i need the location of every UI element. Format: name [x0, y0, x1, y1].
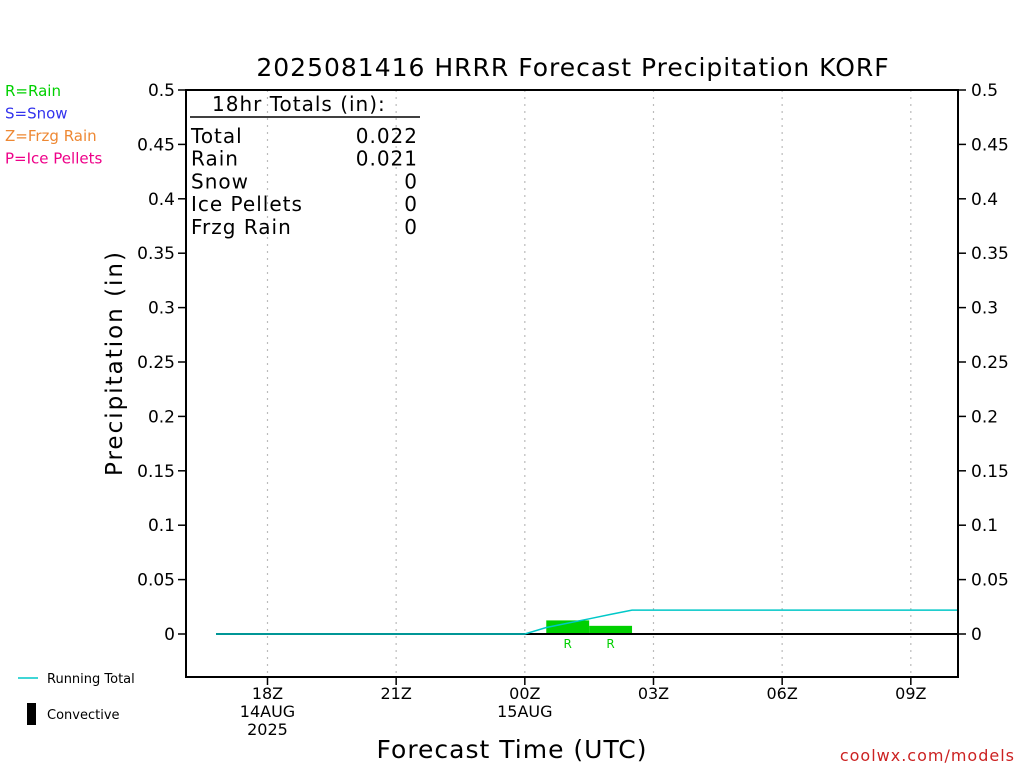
totals-row-label: Rain: [191, 147, 239, 171]
line-legend: Running Total Convective: [18, 672, 135, 725]
totals-row-label: Ice Pellets: [191, 192, 303, 216]
y-axis-left: 0 0.05 0.1 0.15 0.2 0.25 0.3 0.35 0.4 0.45 0.5: [137, 81, 186, 645]
running-total-line: [216, 609, 958, 635]
y-tick-label: 0: [164, 625, 175, 645]
totals-row-value: 0: [404, 215, 418, 239]
x-tick-label: 18Z: [252, 684, 283, 703]
totals-row-label: Frzg Rain: [191, 215, 292, 239]
totals-row-label: Total: [190, 124, 243, 148]
y-tick-label: 0.5: [971, 81, 998, 101]
totals-row-value: 0: [404, 169, 418, 193]
legend-precip-type: S=Snow: [5, 105, 68, 123]
bar-type-label: R: [564, 637, 572, 651]
y-axis-label: Precipitation (in): [102, 250, 128, 476]
legend-block-swatch: [27, 703, 36, 725]
x-tick-label: 14AUG: [240, 702, 295, 721]
totals-box: 18hr Totals (in): Total 0.022 Rain 0.021 Sno…: [190, 92, 420, 239]
totals-row-value: 0: [404, 192, 418, 216]
y-tick-label: 0.4: [148, 190, 175, 210]
y-tick-label: 0.3: [971, 299, 998, 319]
x-tick-label: 09Z: [895, 684, 926, 703]
legend-precip-type: R=Rain: [5, 82, 61, 100]
legend-line-label: Convective: [47, 708, 120, 723]
y-tick-label: 0.3: [148, 299, 175, 319]
totals-row-label: Snow: [191, 169, 249, 193]
y-tick-label: 0.1: [148, 516, 175, 536]
legend-line-label: Running Total: [47, 672, 135, 687]
x-tick-label: 00Z: [509, 684, 540, 703]
y-tick-label: 0.35: [971, 244, 1009, 264]
x-tick-label: 06Z: [766, 684, 797, 703]
y-tick-label: 0.45: [137, 135, 175, 155]
x-tick-label: 2025: [247, 720, 288, 739]
precip-bar: [546, 620, 590, 634]
precip-bar: [589, 625, 633, 634]
y-tick-label: 0.15: [971, 462, 1009, 482]
legend-precip-type: Z=Frzg Rain: [5, 127, 97, 145]
y-tick-label: 0.1: [971, 516, 998, 536]
x-tick-label: 21Z: [380, 684, 411, 703]
y-tick-label: 0: [971, 625, 982, 645]
y-tick-label: 0.25: [137, 353, 175, 373]
totals-row-value: 0.021: [356, 147, 418, 171]
totals-rows: Total 0.022 Rain 0.021 Snow 0 Ice Pellets 0 Frzg…: [190, 124, 418, 239]
chart-title: 2025081416 HRRR Forecast Precipitation K…: [256, 53, 889, 82]
y-tick-label: 0.2: [148, 407, 175, 427]
y-tick-label: 0.4: [971, 190, 998, 210]
y-tick-label: 0.05: [137, 571, 175, 591]
y-tick-label: 0.15: [137, 462, 175, 482]
y-tick-label: 0.05: [971, 571, 1009, 591]
bar-type-label: R: [606, 637, 614, 651]
x-tick-label: 03Z: [638, 684, 669, 703]
y-axis-right: 0 0.05 0.1 0.15 0.2 0.25 0.3 0.35 0.4 0.45 0.5: [958, 81, 1009, 645]
precip-type-legend: R=Rain S=Snow Z=Frzg Rain P=Ice Pellets: [5, 82, 102, 168]
y-tick-label: 0.25: [971, 353, 1009, 373]
y-tick-label: 0.2: [971, 407, 998, 427]
plot-frame: [185, 89, 959, 678]
totals-row-value: 0.022: [356, 124, 418, 148]
x-tick-label: 15AUG: [497, 702, 552, 721]
line-layer: [216, 609, 958, 635]
x-axis-label: Forecast Time (UTC): [377, 735, 648, 764]
legend-precip-type: P=Ice Pellets: [5, 150, 102, 168]
y-tick-label: 0.35: [137, 244, 175, 264]
y-tick-label: 0.5: [148, 81, 175, 101]
totals-header: 18hr Totals (in):: [212, 92, 386, 116]
y-tick-label: 0.45: [971, 135, 1009, 155]
credit-text: coolwx.com/models: [840, 746, 1015, 765]
